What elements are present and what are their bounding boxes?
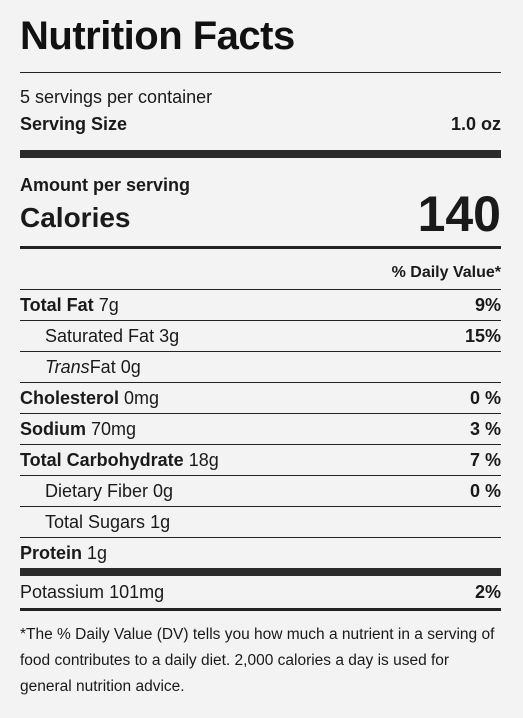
- divider: [20, 537, 501, 538]
- thick-divider: [20, 568, 501, 576]
- nutrient-name: Total Fat: [20, 295, 94, 315]
- nutrient-dv: 0 %: [469, 481, 501, 501]
- nutrient-dv: 9%: [474, 295, 501, 315]
- divider: [20, 320, 501, 321]
- nutrient-name-italic: Trans: [45, 357, 90, 377]
- calories-value: 140: [417, 186, 501, 242]
- nutrient-row-protein: Protein 1g: [20, 542, 107, 564]
- medium-divider: [20, 246, 501, 249]
- serving-size-label: Serving Size: [20, 114, 128, 134]
- nutrient-amount: 0g: [120, 357, 141, 377]
- divider: [20, 382, 501, 383]
- divider: [20, 351, 501, 352]
- nutrient-name: Total Carbohydrate: [20, 450, 184, 470]
- divider: [20, 475, 501, 476]
- nutrient-name: Saturated Fat: [45, 326, 155, 346]
- amount-per-serving: Amount per serving: [20, 175, 191, 195]
- nutrient-dv: 0 %: [469, 388, 501, 408]
- divider: [20, 289, 501, 290]
- nutrient-dv: 2%: [474, 582, 501, 602]
- nutrient-name: Sodium: [20, 419, 86, 439]
- nutrient-amount: 7g: [98, 295, 119, 315]
- divider: [20, 444, 501, 445]
- nutrient-row-cholesterol: Cholesterol 0mg: [20, 387, 159, 409]
- label-title: Nutrition Facts: [20, 14, 295, 58]
- nutrient-row-potassium: Potassium 101mg: [20, 581, 164, 603]
- nutrient-row-total-carbohydrate: Total Carbohydrate 18g: [20, 449, 219, 471]
- nutrient-name: Potassium: [20, 582, 105, 602]
- calories-label: Calories: [20, 202, 131, 233]
- nutrient-row-dietary-fiber: Dietary Fiber 0g: [45, 480, 173, 502]
- thick-divider: [20, 150, 501, 158]
- nutrition-facts-label: Nutrition Facts 5 servings per container…: [20, 0, 501, 718]
- divider: [20, 506, 501, 507]
- nutrient-name: Cholesterol: [20, 388, 120, 408]
- nutrient-row-total-sugars: Total Sugars 1g: [45, 511, 170, 533]
- nutrient-name: Fat: [89, 357, 116, 377]
- nutrient-amount: 70mg: [91, 419, 137, 439]
- nutrient-amount: 0g: [153, 481, 174, 501]
- nutrient-dv: 7 %: [469, 450, 501, 470]
- nutrient-row-trans-fat: TransFat 0g: [45, 356, 141, 378]
- nutrient-amount: 18g: [188, 450, 219, 470]
- nutrient-amount: 1g: [87, 543, 108, 563]
- nutrient-dv: 3 %: [469, 419, 501, 439]
- nutrient-row-total-fat: Total Fat 7g: [20, 294, 119, 316]
- nutrient-amount: 101mg: [109, 582, 165, 602]
- divider: [20, 413, 501, 414]
- medium-divider: [20, 608, 501, 611]
- divider: [20, 72, 501, 73]
- daily-value-header: % Daily Value*: [391, 264, 501, 281]
- servings-per-container: 5 servings per container: [20, 87, 213, 107]
- nutrient-amount: 0mg: [124, 388, 160, 408]
- nutrient-dv: 15%: [464, 326, 501, 346]
- nutrient-row-saturated-fat: Saturated Fat 3g: [45, 325, 179, 347]
- nutrient-row-sodium: Sodium 70mg: [20, 418, 136, 440]
- nutrient-name: Total Sugars: [45, 512, 146, 532]
- nutrient-amount: 3g: [159, 326, 180, 346]
- nutrient-name: Dietary Fiber: [45, 481, 149, 501]
- nutrient-amount: 1g: [150, 512, 171, 532]
- nutrient-name: Protein: [20, 543, 83, 563]
- serving-size-value: 1.0 oz: [450, 114, 501, 134]
- footnote: *The % Daily Value (DV) tells you how mu…: [20, 626, 495, 695]
